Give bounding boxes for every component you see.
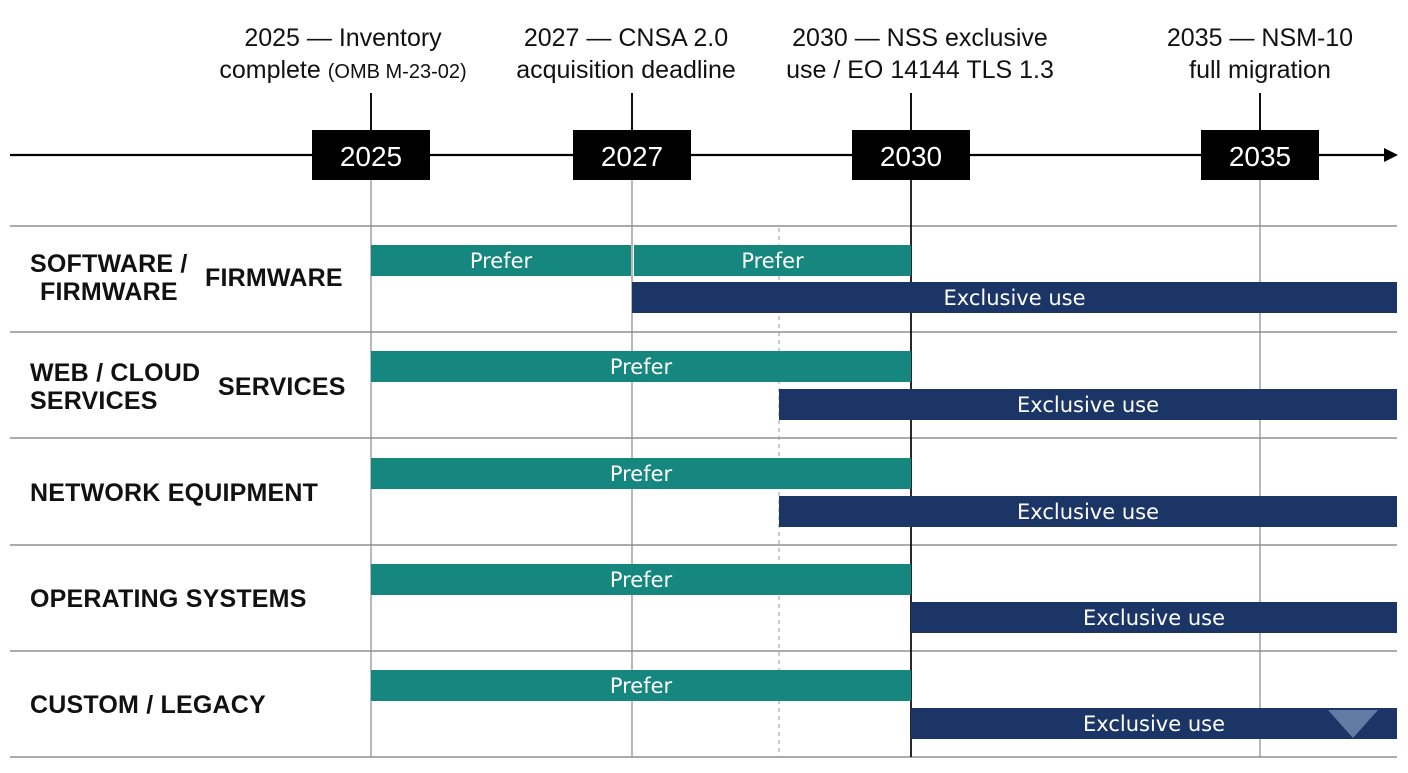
prefer-bar-label: Prefer	[610, 568, 673, 592]
milestone-caption-2027: 2027 — CNSA 2.0 acquisition deadline	[466, 22, 786, 86]
year-box-2025	[312, 130, 430, 180]
year-box-label-2027: 2027	[601, 141, 663, 172]
row-label-line2: FIRMWARE	[40, 278, 178, 306]
sparkle-icon	[1328, 710, 1378, 738]
exclusive-bar	[779, 496, 1397, 527]
milestone-caption-2035: 2035 — NSM-10 full migration	[1100, 22, 1408, 86]
prefer-bar	[371, 245, 631, 276]
row-label-line1: OPERATING SYSTEMS	[30, 585, 307, 613]
prefer-bar-label: Prefer	[610, 462, 673, 486]
prefer-bar	[371, 351, 911, 382]
row-label-line1: WEB / CLOUD	[30, 359, 201, 387]
milestone-caption-2030: 2030 — NSS exclusive use / EO 14144 TLS …	[760, 22, 1080, 86]
exclusive-bar-label: Exclusive use	[944, 286, 1086, 310]
prefer-bar	[371, 564, 911, 595]
milestone-2027-line2: acquisition deadline	[516, 56, 736, 84]
milestone-2025-line1: 2025 — Inventory	[244, 24, 442, 52]
prefer-bar	[371, 670, 911, 701]
milestone-2035-line1: 2035 — NSM-10	[1166, 24, 1354, 52]
prefer-bar-label: Prefer	[470, 249, 533, 273]
exclusive-bar	[632, 282, 1397, 313]
milestone-2025-note: (OMB M-23-02)	[327, 61, 467, 83]
year-box-label-2025: 2025	[340, 141, 402, 172]
row-label-overlap: SERVICES	[218, 373, 346, 401]
row-label-overlap: FIRMWARE	[205, 264, 343, 292]
exclusive-bar-label: Exclusive use	[1083, 712, 1225, 736]
axis-arrowhead	[1384, 148, 1398, 162]
year-box-label-2030: 2030	[880, 141, 942, 172]
milestone-2025-line2: complete	[219, 56, 328, 84]
milestone-caption-2025: 2025 — Inventory complete (OMB M-23-02)	[183, 22, 503, 88]
prefer-bar-label: Prefer	[610, 674, 673, 698]
exclusive-bar-label: Exclusive use	[1017, 393, 1159, 417]
prefer-bar-label: Prefer	[610, 355, 673, 379]
year-box-2035	[1201, 130, 1319, 180]
milestone-2027-line1: 2027 — CNSA 2.0	[523, 24, 729, 52]
row-label-line1: SOFTWARE /	[30, 250, 188, 278]
prefer-bar	[371, 458, 911, 489]
row-label-line2: SERVICES	[30, 387, 158, 415]
year-box-label-2035: 2035	[1229, 141, 1291, 172]
exclusive-bar-label: Exclusive use	[1083, 606, 1225, 630]
milestone-2030-line2: use / EO 14144 TLS 1.3	[786, 56, 1054, 84]
prefer-bar	[634, 245, 911, 276]
milestone-2030-line1: 2030 — NSS exclusive	[792, 24, 1048, 52]
milestone-2035-line2: full migration	[1189, 56, 1331, 84]
year-box-2027	[573, 130, 691, 180]
prefer-bar-label: Prefer	[741, 249, 804, 273]
row-label-line1: NETWORK EQUIPMENT	[30, 479, 319, 507]
exclusive-bar-label: Exclusive use	[1017, 500, 1159, 524]
exclusive-bar	[911, 708, 1397, 739]
exclusive-bar	[911, 602, 1397, 633]
exclusive-bar	[779, 389, 1397, 420]
year-box-2030	[852, 130, 970, 180]
row-label-line1: CUSTOM / LEGACY	[30, 691, 266, 719]
